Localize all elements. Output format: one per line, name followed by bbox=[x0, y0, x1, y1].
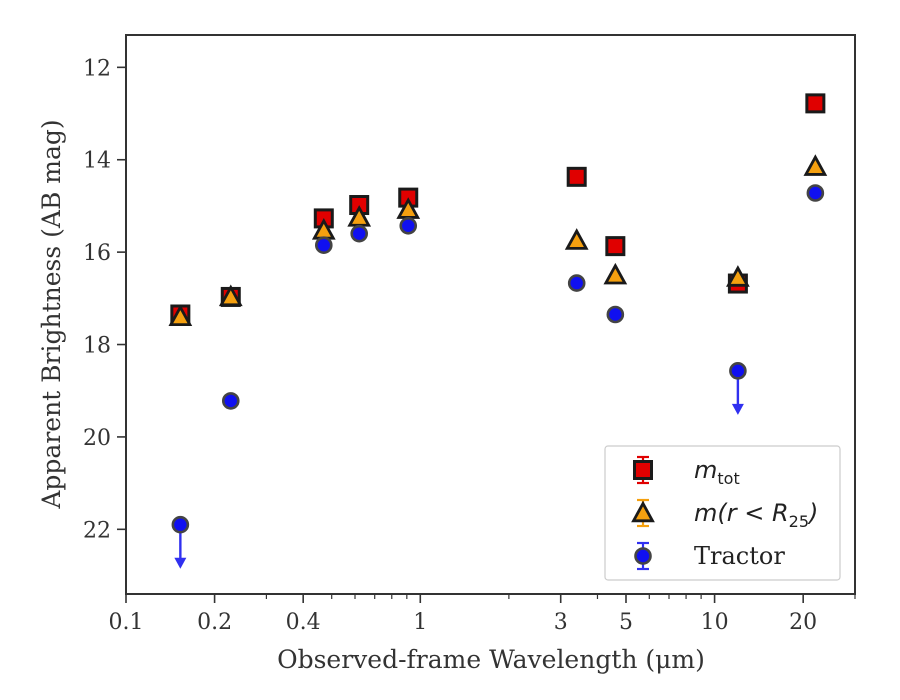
legend-marker-mr25 bbox=[631, 500, 655, 523]
x-tick-label: 1 bbox=[413, 610, 427, 635]
data-point-tractor bbox=[567, 274, 586, 292]
y-axis: 12 14 16 18 20 22 bbox=[83, 56, 126, 543]
y-tick-label: 12 bbox=[83, 56, 111, 81]
y-tick-label: 14 bbox=[83, 149, 111, 174]
legend-marker-mtot bbox=[633, 460, 653, 480]
legend-label-tractor: Tractor bbox=[694, 542, 785, 570]
data-point-tractor bbox=[806, 184, 825, 202]
upper-limit-arrowhead bbox=[174, 557, 187, 569]
data-point-mtot bbox=[566, 166, 587, 187]
data-point-tractor bbox=[171, 515, 190, 534]
x-tick-label: 5 bbox=[619, 610, 633, 635]
data-point-mtot bbox=[605, 236, 626, 257]
x-tick-label: 10 bbox=[701, 610, 729, 635]
upper-limit-arrowhead bbox=[731, 403, 744, 415]
data-point-tractor bbox=[606, 305, 625, 324]
legend-label-mtot: mtot bbox=[694, 456, 740, 488]
marks-layer bbox=[168, 93, 828, 569]
data-point-mr25 bbox=[564, 228, 589, 250]
data-point-tractor bbox=[314, 236, 333, 255]
data-point-mr25 bbox=[603, 262, 628, 285]
data-point-mr25 bbox=[218, 284, 243, 307]
y-tick-label: 22 bbox=[83, 518, 111, 543]
legend-box bbox=[604, 445, 841, 581]
y-axis-title: Apparent Brightness (AB mag) bbox=[37, 119, 66, 509]
data-point-tractor bbox=[729, 362, 747, 380]
y-tick-label: 18 bbox=[83, 334, 111, 359]
data-point-mr25 bbox=[168, 304, 193, 326]
data-point-mr25 bbox=[803, 154, 828, 176]
data-point-tractor bbox=[221, 392, 240, 410]
legend-marker-tractor bbox=[634, 547, 652, 565]
data-point-tractor bbox=[350, 224, 368, 243]
x-tick-label: 20 bbox=[789, 610, 817, 635]
x-tick-label: 0.1 bbox=[109, 610, 144, 635]
x-axis-title: Observed-frame Wavelength (μm) bbox=[277, 645, 705, 674]
x-tick-label: 0.2 bbox=[197, 610, 232, 635]
data-point-tractor bbox=[399, 216, 418, 235]
x-axis: 0.1 0.2 0.4 1 3 5 10 20 bbox=[109, 594, 856, 635]
data-point-mtot bbox=[805, 93, 826, 114]
series-mr25 bbox=[168, 154, 828, 326]
series-mtot bbox=[170, 93, 826, 325]
series-tractor bbox=[171, 184, 825, 569]
legend-label-mr25: m(r < R25) bbox=[694, 499, 818, 531]
x-tick-label: 0.4 bbox=[286, 610, 321, 635]
y-tick-label: 16 bbox=[83, 241, 111, 266]
legend: mtot m(r < R25) Tractor bbox=[604, 445, 841, 581]
plot-frame bbox=[125, 34, 856, 595]
data-point-mr25 bbox=[726, 265, 750, 287]
y-tick-label: 20 bbox=[83, 426, 111, 451]
x-tick-label: 3 bbox=[554, 610, 568, 635]
